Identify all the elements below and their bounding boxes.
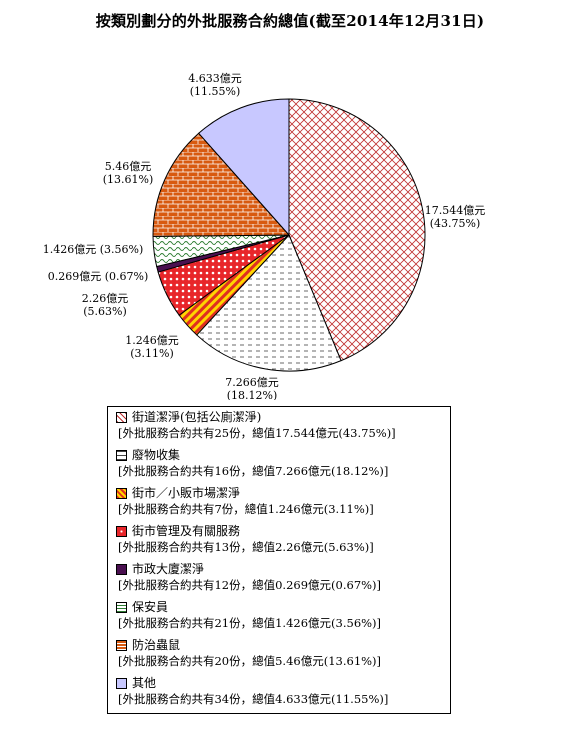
- legend-detail: [外批服務合約共有12份，總值0.269億元(0.67%)]: [118, 578, 382, 592]
- legend: 街道潔淨(包括公廁潔淨) [外批服務合約共有25份，總值17.544億元(43.7…: [107, 406, 451, 714]
- legend-entry: 廢物收集: [116, 448, 444, 463]
- legend-entry: 街道潔淨(包括公廁潔淨): [116, 410, 444, 425]
- legend-swatch: [116, 602, 127, 613]
- slice-pct-label: (3.11%): [130, 347, 174, 360]
- legend-detail: [外批服務合約共有13份，總值2.26億元(5.63%)]: [118, 540, 374, 554]
- legend-swatch: [116, 640, 127, 651]
- legend-detail: [外批服務合約共有25份，總值17.544億元(43.75%)]: [118, 426, 396, 440]
- legend-swatch: [116, 488, 127, 499]
- slice-value-label: 4.633億元: [188, 72, 242, 85]
- legend-item: 街市／小販市場潔淨 [外批服務合約共有7份，總值1.246億元(3.11%)]: [116, 486, 444, 518]
- slice-value-label: 5.46億元: [105, 160, 152, 173]
- legend-entry: 街市／小販市場潔淨: [116, 486, 444, 501]
- slice-value-label: 17.544億元: [425, 204, 486, 217]
- legend-detail: [外批服務合約共有16份，總值7.266億元(18.12%)]: [118, 464, 389, 478]
- slice-pct-label: (43.75%): [430, 217, 481, 230]
- legend-swatch: [116, 564, 127, 575]
- pie-slice: [196, 234, 342, 372]
- legend-item: 街市管理及有關服務 [外批服務合約共有13份，總值2.26億元(5.63%)]: [116, 524, 444, 556]
- legend-label: 街市管理及有關服務: [132, 524, 241, 538]
- legend-swatch: [116, 678, 127, 689]
- slice-value-label: 7.266億元: [225, 376, 279, 389]
- legend-entry: 街市管理及有關服務: [116, 524, 444, 539]
- legend-label: 街道潔淨(包括公廁潔淨): [132, 410, 262, 424]
- slice-value-label: 2.26億元: [82, 292, 129, 305]
- slice-value-label: 1.246億元: [125, 334, 179, 347]
- legend-label: 街市／小販市場潔淨: [132, 486, 241, 500]
- slice-pct-label: (18.12%): [227, 389, 278, 400]
- legend-item: 廢物收集 [外批服務合約共有16份，總值7.266億元(18.12%)]: [116, 448, 444, 480]
- legend-detail: [外批服務合約共有20份，總值5.46億元(13.61%)]: [118, 654, 382, 668]
- legend-item: 防治蟲鼠 [外批服務合約共有20份，總值5.46億元(13.61%)]: [116, 638, 444, 670]
- pie-slice: [288, 98, 426, 362]
- legend-label: 廢物收集: [132, 448, 181, 462]
- legend-swatch: [116, 526, 127, 537]
- legend-swatch: [116, 450, 127, 461]
- legend-item: 街道潔淨(包括公廁潔淨) [外批服務合約共有25份，總值17.544億元(43.7…: [116, 410, 444, 442]
- legend-label: 其他: [132, 676, 157, 690]
- legend-entry: 其他: [116, 676, 444, 691]
- legend-detail: [外批服務合約共有21份，總值1.426億元(3.56%)]: [118, 616, 382, 630]
- chart-title: 按類別劃分的外批服務合約總值(截至2014年12月31日): [95, 12, 485, 30]
- legend-label: 市政大廈潔淨: [132, 562, 205, 576]
- pie-chart: 17.544億元(43.75%) 7.266億元(18.12%) 1.246億元(3…: [43, 72, 486, 400]
- slice-pct-label: (11.55%): [190, 85, 241, 98]
- legend-item: 其他 [外批服務合約共有34份，總值4.633億元(11.55%)]: [116, 676, 444, 708]
- legend-label: 保安員: [132, 600, 169, 614]
- pie-slice: [198, 98, 290, 237]
- legend-entry: 保安員: [116, 600, 444, 615]
- legend-item: 市政大廈潔淨 [外批服務合約共有12份，總值0.269億元(0.67%)]: [116, 562, 444, 594]
- legend-entry: 市政大廈潔淨: [116, 562, 444, 577]
- slice-pct-label: (5.63%): [83, 305, 127, 318]
- slice-value-label: 0.269億元 (0.67%): [48, 270, 149, 283]
- slice-pct-label: (13.61%): [103, 173, 154, 186]
- legend-detail: [外批服務合約共有7份，總值1.246億元(3.11%)]: [118, 502, 374, 516]
- legend-detail: [外批服務合約共有34份，總值4.633億元(11.55%)]: [118, 692, 389, 706]
- legend-item: 保安員 [外批服務合約共有21份，總值1.426億元(3.56%)]: [116, 600, 444, 632]
- slice-value-label: 1.426億元 (3.56%): [43, 243, 144, 256]
- pie-slice: [152, 132, 291, 237]
- legend-label: 防治蟲鼠: [132, 638, 181, 652]
- legend-entry: 防治蟲鼠: [116, 638, 444, 653]
- legend-swatch: [116, 412, 127, 423]
